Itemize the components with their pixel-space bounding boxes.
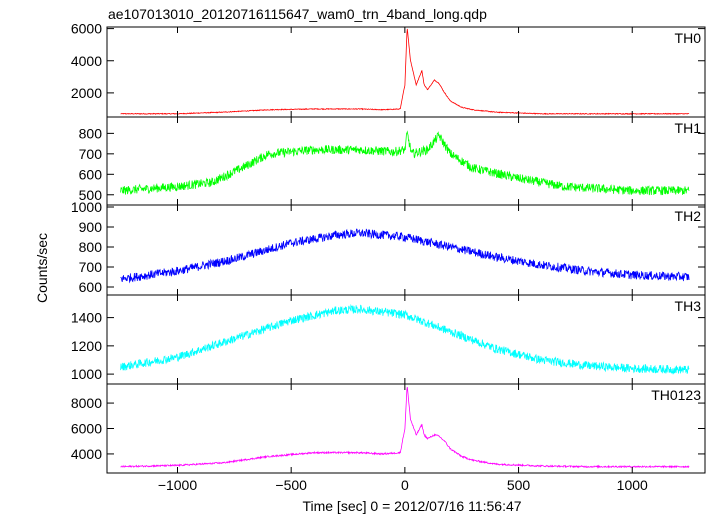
panel-label: TH2 [675,208,702,224]
y-tick-label: 8000 [71,395,102,411]
panels: 2000 4000 6000 TH0 500 600 700 800 TH1 600 700 800 9… [71,21,706,493]
series-line-th0123 [120,387,690,469]
panel-th0: 2000 4000 6000 TH0 [71,21,706,118]
series-line-th3 [120,303,690,375]
x-tick-label: 500 [507,477,531,493]
panel-th1: 500 600 700 800 TH1 [79,116,706,206]
series-line-th2 [120,228,690,284]
y-tick-label: 1000 [71,366,102,382]
panel-label: TH0123 [651,387,701,403]
y-tick-label: 1400 [71,310,102,326]
x-tick-label: 1000 [617,477,648,493]
y-tick-label: 600 [79,279,103,295]
x-tick-label: −500 [275,477,307,493]
y-tick-label: 700 [79,259,103,275]
y-tick-label: 900 [79,219,103,235]
series-line-th0 [120,28,690,115]
series-line-th1 [120,130,690,196]
y-tick-label: 4000 [71,53,102,69]
x-tick-label: −1000 [158,477,198,493]
panel-label: TH1 [675,120,702,136]
x-tick-label: 0 [401,477,409,493]
panel-label: TH3 [675,298,702,314]
panel-frame [106,294,706,385]
y-tick-label: 2000 [71,85,102,101]
y-tick-label: 500 [79,187,103,203]
panel-frame [106,26,706,118]
x-axis-label: Time [sec] 0 = 2012/07/16 11:56:47 [302,498,521,514]
y-tick-label: 6000 [71,21,102,37]
y-tick-label: 800 [79,125,103,141]
panel-frame [106,383,706,474]
panel-label: TH0 [675,30,702,46]
y-tick-label: 700 [79,146,103,162]
chart-title: ae107013010_20120716115647_wam0_trn_4ban… [108,6,487,22]
panel-th2: 600 700 800 900 1000 TH2 [71,199,706,296]
y-tick-label: 4000 [71,446,102,462]
y-tick-label: 6000 [71,421,102,437]
panel-th0123: 4000 6000 8000 TH0123 [71,383,706,474]
y-tick-label: 1000 [71,199,102,215]
y-tick-label: 1200 [71,338,102,354]
panel-th3: 1000 1200 1400 TH3 [71,294,706,385]
y-axis-label: Counts/sec [34,233,50,303]
y-tick-label: 600 [79,166,103,182]
y-tick-label: 800 [79,239,103,255]
panel-frame [106,116,706,206]
panel-frame [106,204,706,296]
